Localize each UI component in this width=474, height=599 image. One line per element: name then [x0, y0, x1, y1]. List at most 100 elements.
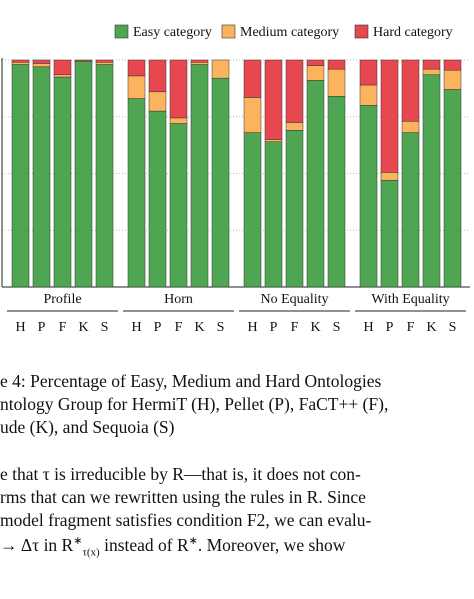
bar-segment [422, 59, 441, 70]
x-tick-label: P [38, 320, 46, 335]
bar-segment [359, 59, 378, 86]
body-line: → Δτ in R∗τ(x) instead of R∗. Moreover, … [0, 536, 345, 558]
x-tick-label: K [310, 320, 320, 335]
bar-segment [243, 132, 262, 288]
legend-label: Hard category [373, 25, 453, 40]
x-tick-label: S [449, 320, 457, 335]
legend-label: Easy category [133, 25, 212, 40]
bar-segment [74, 59, 93, 62]
bar-segment [32, 63, 51, 68]
bar-segment [11, 64, 30, 288]
bar-segment [32, 66, 51, 288]
x-tick-label: P [154, 320, 162, 335]
bar-segment [53, 74, 72, 78]
x-tick-label: F [59, 320, 67, 335]
bar-segment [148, 110, 167, 288]
bar-segment [327, 96, 346, 288]
bar-segment [306, 59, 325, 66]
x-tick-label: S [101, 320, 109, 335]
bar-segment [190, 64, 209, 288]
bar-segment [53, 76, 72, 288]
bar-segment [327, 59, 346, 70]
bar-segment [95, 59, 114, 63]
bar-segment [127, 75, 146, 99]
x-tick-label: K [426, 320, 436, 335]
bar-segment [285, 59, 304, 123]
caption-line: e 4: Percentage of Easy, Medium and Hard… [0, 371, 382, 391]
x-tick-label: S [217, 320, 225, 335]
x-tick-label: S [333, 320, 341, 335]
bar-segment [443, 89, 462, 288]
bar-segment [243, 97, 262, 133]
bar-segment [422, 68, 441, 76]
text: ∗ [188, 535, 198, 547]
text: instead of R [99, 534, 189, 555]
bar-segment [264, 139, 283, 142]
group-label: Profile [43, 292, 81, 307]
bar-segment [169, 123, 188, 288]
legend-swatch [114, 24, 129, 39]
bar-segment [32, 59, 51, 64]
bar-segment [443, 59, 462, 71]
bar-segment [380, 172, 399, 181]
x-tick-label: P [386, 320, 394, 335]
bar-segment [127, 98, 146, 288]
body-line: rms that can we rewritten using the rule… [0, 487, 366, 507]
bar-segment [243, 59, 262, 98]
bar-segment [285, 122, 304, 131]
group-label: No Equality [260, 292, 328, 307]
bar-segment [306, 65, 325, 81]
bar-segment [190, 59, 209, 63]
bar-segment [380, 180, 399, 288]
x-tick-label: K [194, 320, 204, 335]
x-tick-label: F [291, 320, 299, 335]
bar-segment [74, 60, 93, 288]
x-tick-label: H [247, 320, 257, 335]
bar-segment [306, 80, 325, 288]
legend-label: Medium category [240, 25, 339, 40]
bar-segment [148, 91, 167, 112]
bar-segment [169, 117, 188, 124]
x-tick-label: H [363, 320, 373, 335]
bar-segment [211, 77, 230, 288]
group-label: With Equality [371, 292, 449, 307]
bar-segment [264, 59, 283, 140]
bar-segment [148, 59, 167, 93]
bar-segment [380, 59, 399, 173]
x-tick-label: H [131, 320, 141, 335]
bar-segment [327, 68, 346, 97]
x-tick-label: K [78, 320, 88, 335]
chart: Easy category Medium category Hard categor… [1, 24, 470, 335]
bar-segment [285, 130, 304, 288]
text: τ(x) [82, 546, 100, 559]
bar-segment [359, 105, 378, 288]
bar-segment [11, 62, 30, 65]
body-line: model fragment satisfies condition F2, w… [0, 510, 372, 530]
x-tick-label: P [270, 320, 278, 335]
bar-segment [53, 59, 72, 76]
text: . Moreover, we show [197, 534, 346, 555]
bar-segment [422, 74, 441, 288]
bar-segment [264, 141, 283, 288]
caption-line: ude (K), and Sequoia (S) [0, 417, 175, 437]
group-label: Horn [164, 292, 193, 307]
bar-segment [443, 69, 462, 90]
bar-segment [11, 59, 30, 63]
bar-segment [95, 64, 114, 288]
bar-segment [401, 132, 420, 288]
legend-swatch [221, 24, 236, 39]
bar-segment [401, 59, 420, 122]
text: ∗ [73, 535, 83, 547]
x-tick-label: H [15, 320, 25, 335]
text: → Δτ in R [0, 534, 74, 555]
bar-segment [190, 62, 209, 65]
body-line: e that τ is irreducible by R—that is, it… [0, 464, 361, 484]
bar-segment [95, 62, 114, 65]
legend-swatch [354, 24, 369, 39]
x-tick-label: F [407, 320, 415, 335]
caption-line: ntology Group for HermiT (H), Pellet (P)… [0, 394, 389, 414]
bar-segment [211, 59, 230, 79]
x-tick-label: F [175, 320, 183, 335]
bar-segment [169, 59, 188, 119]
